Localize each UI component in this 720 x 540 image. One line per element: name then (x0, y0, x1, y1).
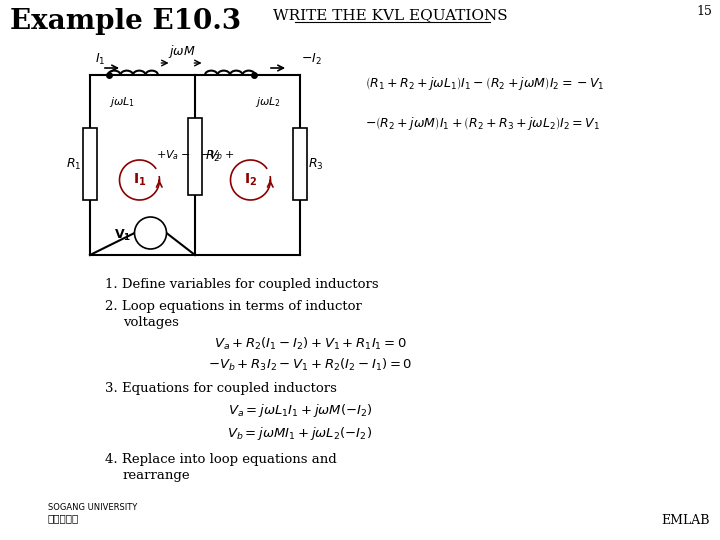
Text: $-V_b+R_3I_2-V_1+R_2\left(I_2-I_1\right)=0$: $-V_b+R_3I_2-V_1+R_2\left(I_2-I_1\right)… (208, 357, 412, 373)
Text: 15: 15 (696, 5, 712, 18)
Text: 3. Equations for coupled inductors: 3. Equations for coupled inductors (105, 382, 337, 395)
Text: $j\omega L_2$: $j\omega L_2$ (255, 95, 281, 109)
Text: −: − (144, 232, 157, 246)
Text: $I_1$: $I_1$ (95, 51, 105, 66)
Text: $\mathbf{V_1}$: $\mathbf{V_1}$ (114, 227, 132, 242)
Text: $\left(R_1+R_2+j\omega L_1\right)I_1-\left(R_2+j\omega M\right)I_2=-V_1$: $\left(R_1+R_2+j\omega L_1\right)I_1-\le… (365, 75, 605, 92)
Text: $-I_2$: $-I_2$ (301, 51, 322, 66)
Text: $R_1$: $R_1$ (66, 157, 81, 172)
Text: $\mathbf{I_2}$: $\mathbf{I_2}$ (244, 172, 257, 188)
Text: $V_a+R_2\left(I_1-I_2\right)+V_1+R_1I_1=0$: $V_a+R_2\left(I_1-I_2\right)+V_1+R_1I_1=… (214, 336, 407, 352)
Text: +: + (145, 221, 156, 235)
Text: 1. Define variables for coupled inductors: 1. Define variables for coupled inductor… (105, 278, 379, 291)
Text: rearrange: rearrange (123, 469, 191, 482)
Bar (293, 128, 307, 200)
Text: $-\left(R_2+j\omega M\right)I_1+\left(R_2+R_3+j\omega L_2\right)I_2=V_1$: $-\left(R_2+j\omega M\right)I_1+\left(R_… (365, 115, 600, 132)
Text: $-V_b+$: $-V_b+$ (199, 148, 234, 162)
Text: $R_2$: $R_2$ (205, 149, 220, 164)
Text: $R_3$: $R_3$ (308, 157, 324, 172)
Text: EMLAB: EMLAB (662, 514, 710, 526)
Text: 4. Replace into loop equations and: 4. Replace into loop equations and (105, 453, 337, 466)
Bar (83, 128, 97, 200)
Circle shape (135, 217, 166, 249)
Text: voltages: voltages (123, 316, 179, 329)
Text: $j\omega M$: $j\omega M$ (168, 44, 195, 60)
Text: SOGANG UNIVERSITY: SOGANG UNIVERSITY (48, 503, 138, 511)
Text: 2. Loop equations in terms of inductor: 2. Loop equations in terms of inductor (105, 300, 362, 313)
Bar (188, 118, 202, 195)
Text: $+V_a-$: $+V_a-$ (156, 148, 190, 162)
Text: 서강대학교: 서강대학교 (48, 513, 79, 523)
Text: $V_b=j\omega MI_1+j\omega L_2\left(-I_2\right)$: $V_b=j\omega MI_1+j\omega L_2\left(-I_2\… (228, 425, 372, 442)
Text: Example E10.3: Example E10.3 (10, 8, 241, 35)
Text: $\mathbf{I_1}$: $\mathbf{I_1}$ (132, 172, 146, 188)
Text: $j\omega L_1$: $j\omega L_1$ (109, 95, 135, 109)
Text: WRITE THE KVL EQUATIONS: WRITE THE KVL EQUATIONS (273, 8, 508, 22)
Text: $V_a=j\omega L_1I_1+j\omega M\left(-I_2\right)$: $V_a=j\omega L_1I_1+j\omega M\left(-I_2\… (228, 402, 372, 419)
